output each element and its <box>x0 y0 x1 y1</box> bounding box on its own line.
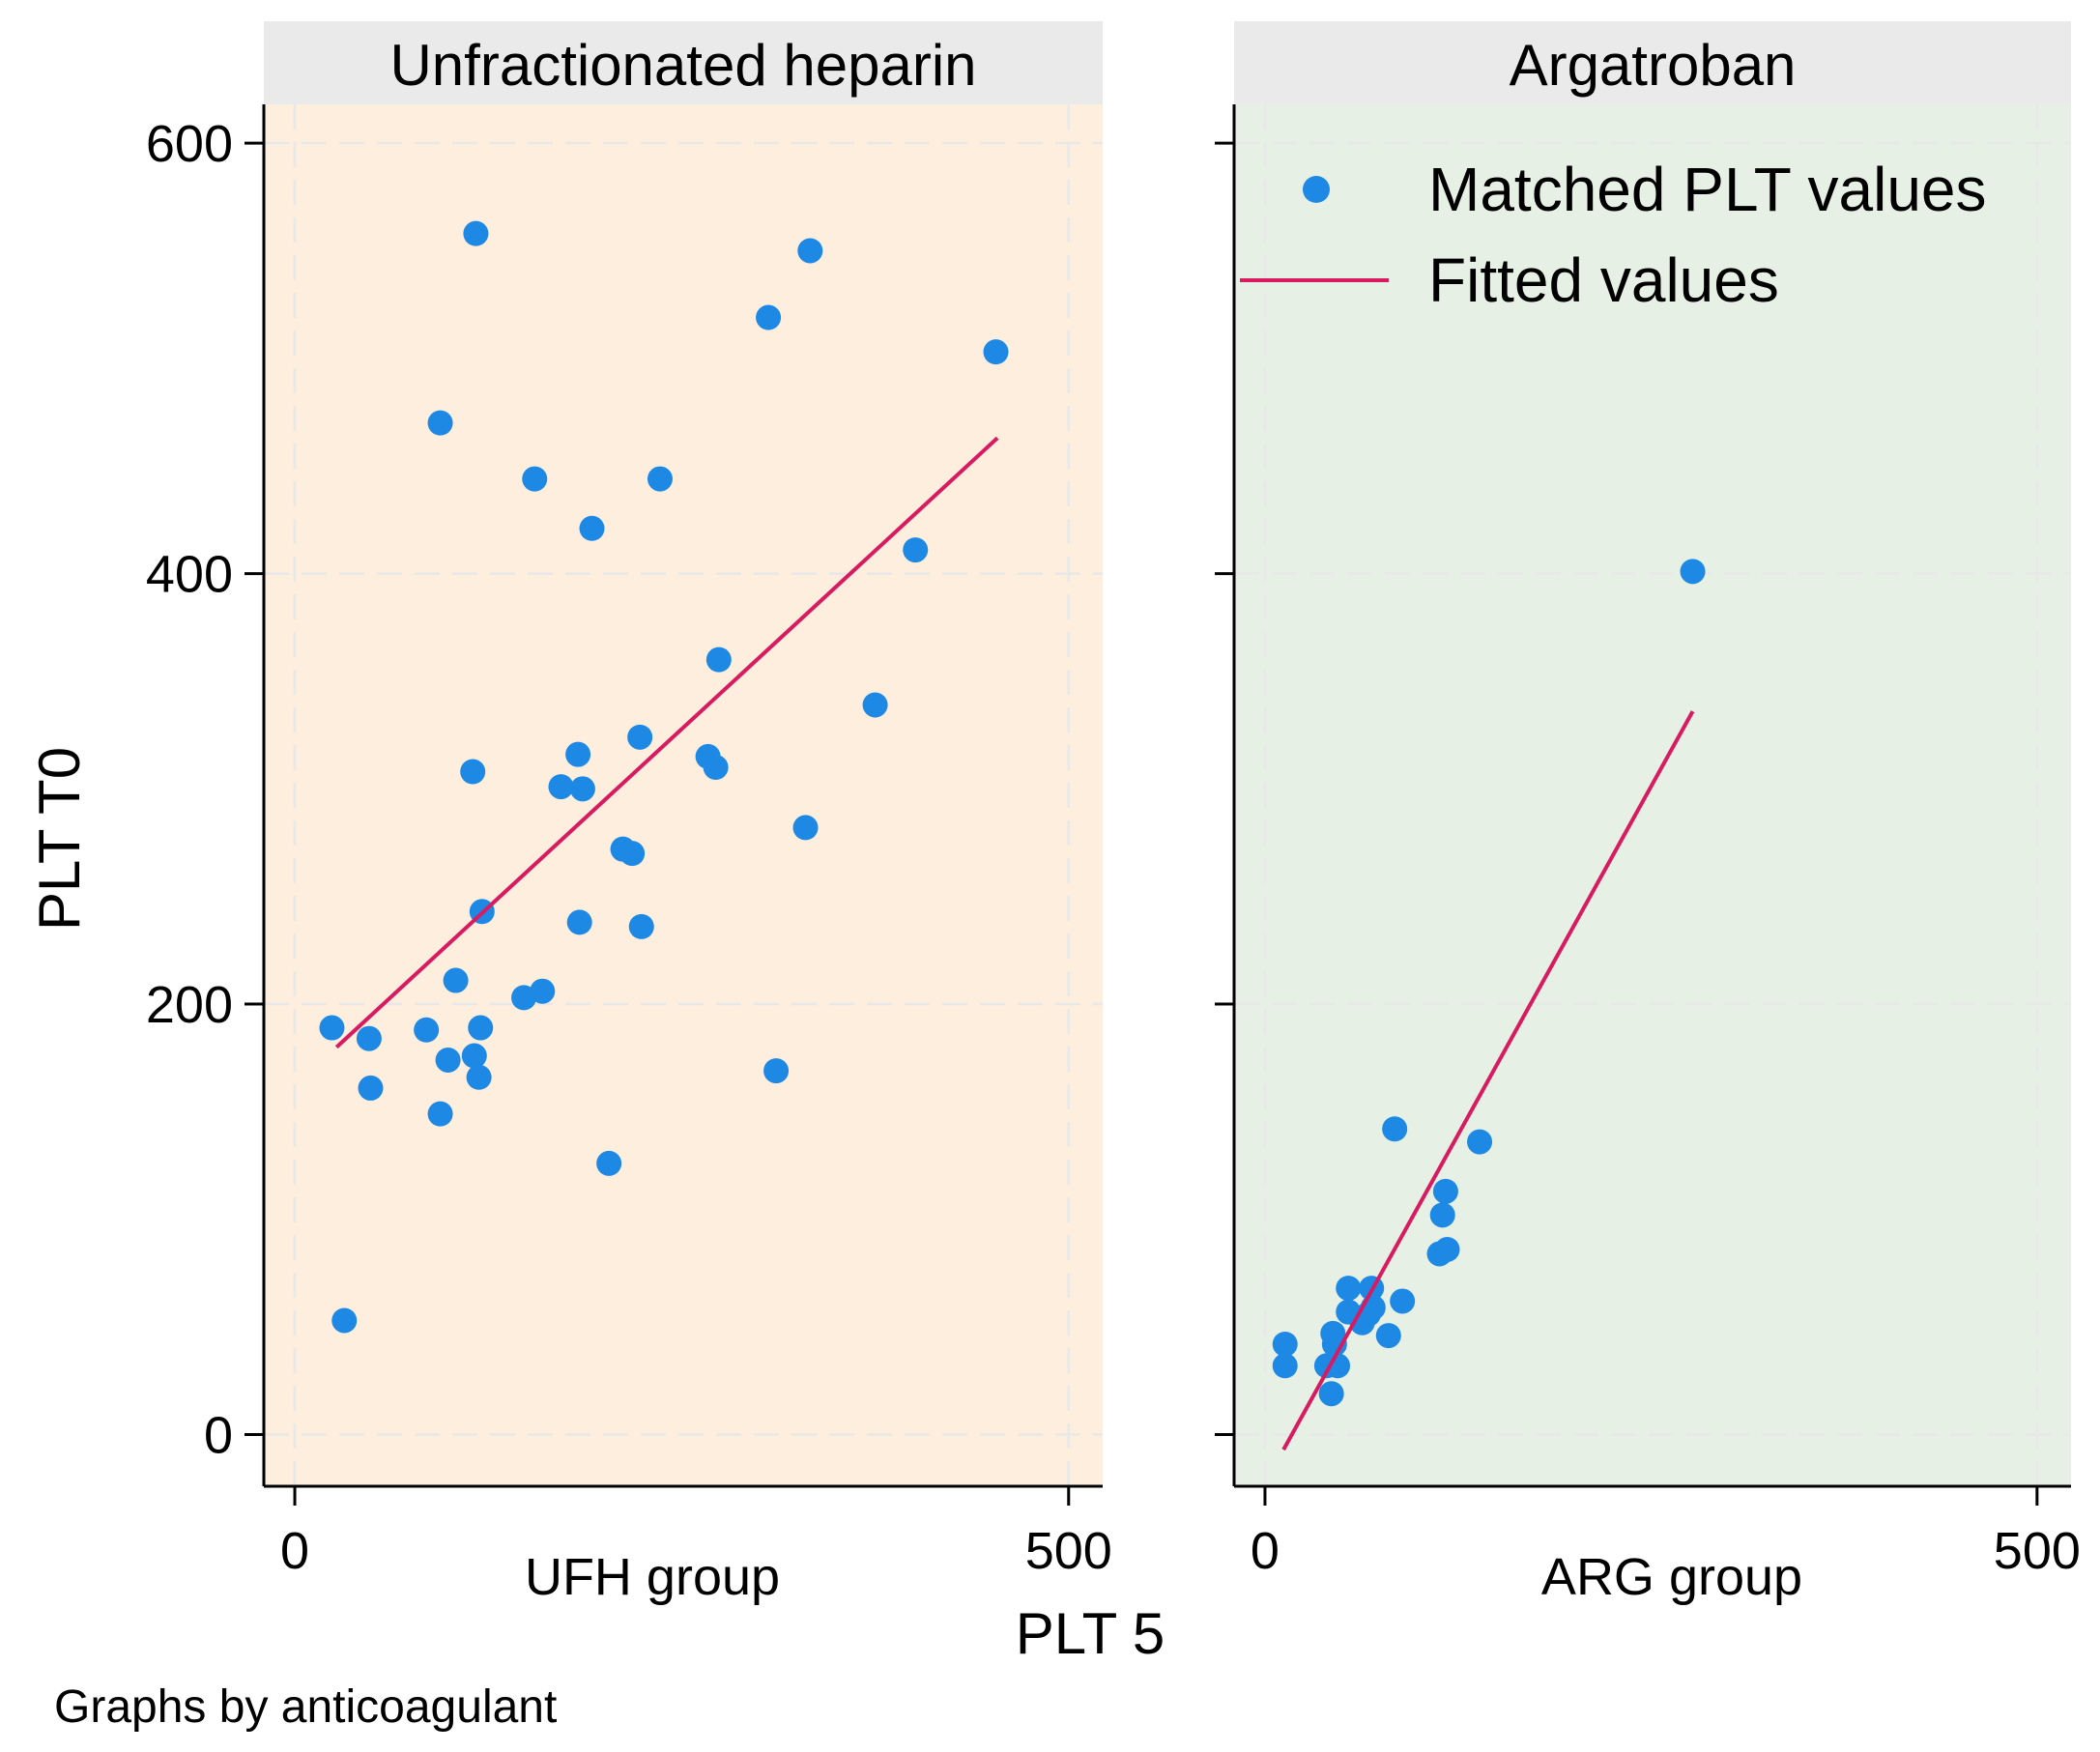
panel-1: Unfractionated heparin 0 200 400 600 0 500 UFH … <box>146 21 1112 1606</box>
data-point <box>1429 1202 1455 1228</box>
data-point <box>466 1064 492 1090</box>
data-point <box>705 646 732 673</box>
x-tick-label: 0 <box>1251 1522 1280 1580</box>
data-point <box>903 537 929 563</box>
data-point <box>763 1058 790 1084</box>
x-tick-label: 0 <box>280 1522 309 1580</box>
data-point <box>647 466 673 492</box>
data-point <box>703 755 729 781</box>
data-point <box>565 741 591 767</box>
group-label: UFH group <box>525 1548 780 1606</box>
data-point <box>427 410 453 436</box>
data-point <box>627 724 653 750</box>
data-point <box>1432 1178 1458 1204</box>
legend-label-points: Matched PLT values <box>1428 155 1987 224</box>
data-point <box>1680 559 1706 585</box>
figure-caption: Graphs by anticoagulant <box>54 1681 557 1733</box>
data-point <box>792 815 819 841</box>
plot-background <box>1234 104 2071 1486</box>
data-point <box>1467 1129 1493 1155</box>
data-point <box>414 1017 440 1043</box>
legend: Matched PLT values Fitted values <box>1240 155 1987 315</box>
data-point <box>461 1043 487 1069</box>
panel-strip <box>1234 21 2071 104</box>
data-point <box>579 515 605 541</box>
legend-label-fit: Fitted values <box>1428 245 1779 315</box>
data-point <box>460 759 486 785</box>
panel-title: Unfractionated heparin <box>389 33 976 98</box>
data-point <box>1375 1323 1401 1349</box>
data-point <box>358 1075 384 1101</box>
legend-marker-points <box>1303 176 1330 203</box>
x-tick-label: 500 <box>1994 1522 2081 1580</box>
data-point <box>1390 1288 1416 1314</box>
data-point <box>435 1047 461 1073</box>
data-point <box>1318 1381 1344 1407</box>
x-axis-title: PLT 5 <box>1016 1601 1165 1666</box>
data-point <box>756 304 782 330</box>
y-tick-label: 200 <box>146 976 233 1034</box>
x-tick-label: 500 <box>1025 1522 1112 1580</box>
data-point <box>1336 1276 1362 1302</box>
data-point <box>619 841 646 867</box>
data-point <box>530 978 556 1004</box>
data-point <box>443 967 469 993</box>
data-point <box>569 776 595 802</box>
plot-background <box>264 104 1103 1486</box>
data-point <box>566 909 592 935</box>
data-point <box>331 1307 358 1334</box>
data-point <box>596 1150 622 1176</box>
data-point <box>862 692 888 718</box>
data-point <box>1382 1116 1408 1142</box>
data-point <box>1272 1331 1298 1357</box>
data-point <box>1325 1353 1351 1379</box>
data-point <box>356 1025 382 1051</box>
data-point <box>468 1015 494 1041</box>
fitted-line <box>1281 710 1695 1451</box>
data-point <box>548 774 574 800</box>
data-point <box>797 238 823 264</box>
y-axis-title: PLT T0 <box>27 747 92 931</box>
y-tick-label: 400 <box>146 546 233 604</box>
panel-title: Argatroban <box>1510 33 1797 98</box>
y-tick-label: 600 <box>146 115 233 173</box>
panel-strip <box>264 21 1103 104</box>
group-label: ARG group <box>1541 1548 1802 1606</box>
y-tick-label: 0 <box>204 1407 233 1465</box>
panel-2: Argatroban 0 500 ARG group <box>1215 21 2081 1606</box>
data-point <box>1321 1331 1347 1357</box>
data-point <box>1272 1353 1298 1379</box>
data-point <box>628 913 654 939</box>
data-point <box>983 339 1009 365</box>
fitted-line <box>334 436 999 1049</box>
data-point <box>319 1015 345 1041</box>
data-point <box>463 220 489 246</box>
data-point <box>522 466 548 492</box>
data-point <box>427 1101 453 1127</box>
data-point <box>1434 1236 1460 1262</box>
